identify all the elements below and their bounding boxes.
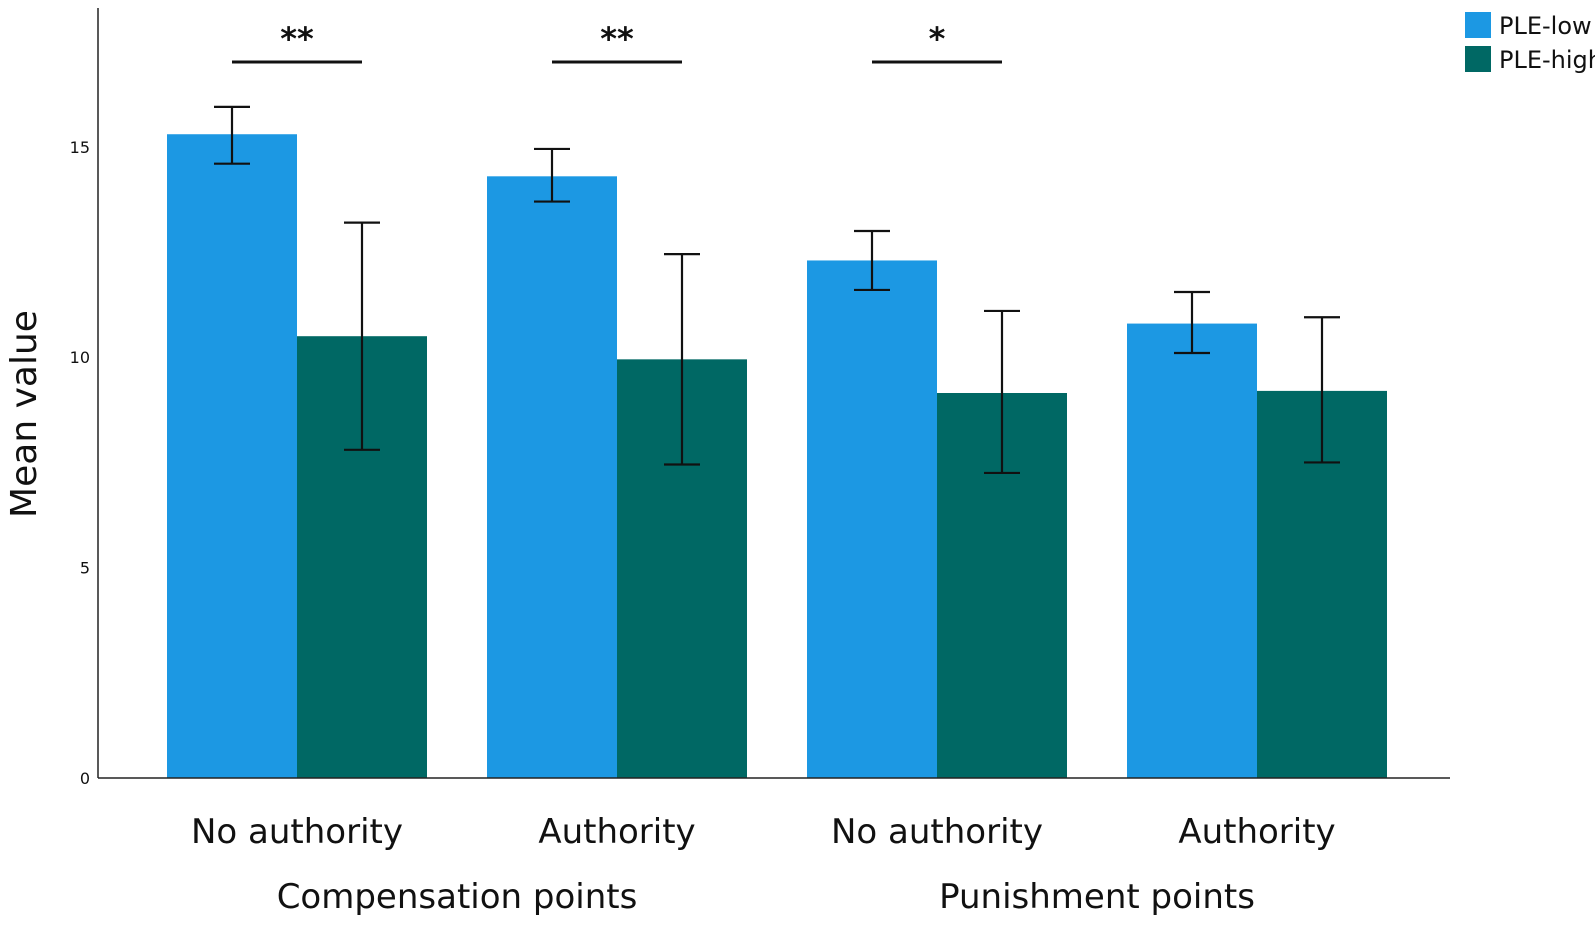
bar-ple-low-1 xyxy=(487,176,617,778)
error-bar-ple-low-3 xyxy=(1174,290,1210,355)
x-tick-label-2: No authority xyxy=(831,812,1043,852)
error-bar-ple-high-0 xyxy=(344,221,380,451)
x-tick-label-0: No authority xyxy=(191,812,403,852)
group-labels-layer: Compensation points Punishment points xyxy=(277,877,1255,917)
x-tick-label-1: Authority xyxy=(538,812,695,852)
legend-swatch-ple-low xyxy=(1465,12,1491,38)
significance-layer: ** ** * xyxy=(232,20,1002,64)
significance-label-2: * xyxy=(929,20,946,58)
legend-swatch-ple-high xyxy=(1465,46,1491,72)
y-tick-label-2: 10 xyxy=(70,348,90,367)
legend: PLE-low PLE-high xyxy=(1465,12,1595,74)
bar-ple-low-2 xyxy=(807,260,937,779)
group-label-0: Compensation points xyxy=(277,877,638,917)
y-ticks-layer: 0 5 10 15 xyxy=(70,138,90,788)
group-label-1: Punishment points xyxy=(939,877,1255,917)
y-tick-label-3: 15 xyxy=(70,138,90,157)
bar-ple-low-3 xyxy=(1127,323,1257,778)
error-bar-ple-high-3 xyxy=(1304,316,1340,464)
error-bars-layer xyxy=(214,105,1340,475)
error-bar-ple-low-2 xyxy=(854,229,890,292)
y-tick-label-0: 0 xyxy=(80,769,90,788)
error-bar-ple-low-0 xyxy=(214,105,250,165)
error-bar-ple-high-1 xyxy=(664,253,700,466)
significance-label-0: ** xyxy=(280,20,314,58)
error-bar-ple-high-2 xyxy=(984,309,1020,475)
bar-ple-low-0 xyxy=(167,134,297,779)
y-tick-label-1: 5 xyxy=(80,559,90,578)
legend-label-ple-high: PLE-high xyxy=(1499,46,1595,74)
x-tick-label-3: Authority xyxy=(1178,812,1335,852)
error-bar-ple-low-1 xyxy=(534,147,570,203)
bars-layer xyxy=(167,134,1387,779)
significance-label-1: ** xyxy=(600,20,634,58)
x-labels-layer: No authority Authority No authority Authori… xyxy=(191,812,1336,852)
y-axis-title: Mean value xyxy=(4,310,45,518)
legend-label-ple-low: PLE-low xyxy=(1499,12,1592,40)
